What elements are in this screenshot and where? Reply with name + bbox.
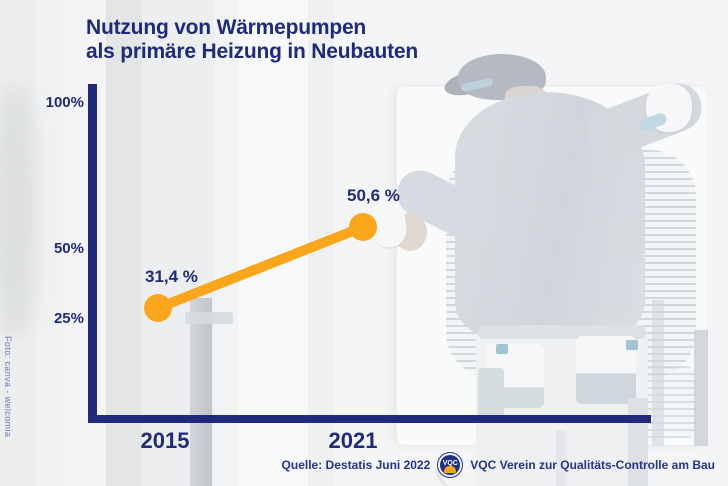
worker-cap-brim: [442, 66, 496, 100]
wall-stripe: [214, 0, 238, 486]
vqc-logo-dome: [444, 466, 457, 473]
pants-side-panel: [478, 368, 504, 420]
worker-left-glove: [367, 198, 410, 250]
worker-cap: [458, 54, 546, 100]
x-label-2015: 2015: [140, 428, 190, 453]
worker-pocket: [486, 344, 544, 408]
vqc-logo-disc: VQC: [440, 455, 461, 475]
worker-pocket: [576, 336, 636, 404]
worker-glove-cuff: [637, 111, 669, 133]
ladder-strut: [694, 330, 708, 446]
worker-right-glove: [646, 84, 692, 132]
pipe-bracket: [185, 312, 233, 324]
y-tick-25: 25%: [53, 310, 84, 327]
x-axis-line: [88, 415, 651, 423]
worker-left-arm: [389, 162, 505, 252]
footer: Quelle: Destatis Juni 2022 VQC VQC Verei…: [282, 451, 715, 479]
source-text: Quelle: Destatis Juni 2022: [281, 458, 431, 472]
x-label-2021: 2021: [328, 428, 378, 453]
wall-stripe: [142, 0, 214, 486]
vqc-logo-text: VQC: [442, 459, 458, 467]
pocket-clip: [626, 340, 638, 350]
blurred-foliage: [0, 85, 36, 335]
page-title: Nutzung von Wärmepumpen als primäre Heiz…: [86, 16, 418, 64]
y-tick-50: 50%: [53, 240, 84, 257]
wall-pipe: [190, 298, 212, 486]
data-label-2021: 50,6 %: [347, 186, 400, 205]
worker-right-arm: [581, 76, 709, 164]
worker-sunglasses: [460, 77, 494, 93]
ladder-strut: [652, 300, 664, 446]
data-label-2015: 31,4 %: [145, 267, 198, 286]
worker-left-forearm: [393, 213, 427, 251]
wall-stripe: [308, 0, 334, 486]
wall-stripe: [238, 0, 308, 486]
wall-stripe: [106, 0, 142, 486]
title-line-1: Nutzung von Wärmepumpen: [86, 16, 367, 39]
worker-belt: [478, 325, 646, 339]
y-axis-line: [88, 84, 97, 423]
organisation-text: VQC Verein zur Qualitäts-Controlle am Ba…: [470, 458, 715, 472]
pocket-clip: [496, 344, 508, 354]
heat-pump-unit: [396, 86, 708, 446]
worker-jacket: [455, 92, 645, 342]
heat-pump-grille: [446, 150, 696, 378]
worker-neck: [505, 86, 547, 110]
vqc-logo: VQC: [437, 452, 464, 478]
photo-credit: Foto: canva - welcomia: [3, 336, 13, 438]
heat-pump-grille: [640, 366, 696, 438]
y-tick-100: 100%: [45, 94, 84, 111]
title-line-2: als primäre Heizung in Neubauten: [86, 40, 418, 63]
